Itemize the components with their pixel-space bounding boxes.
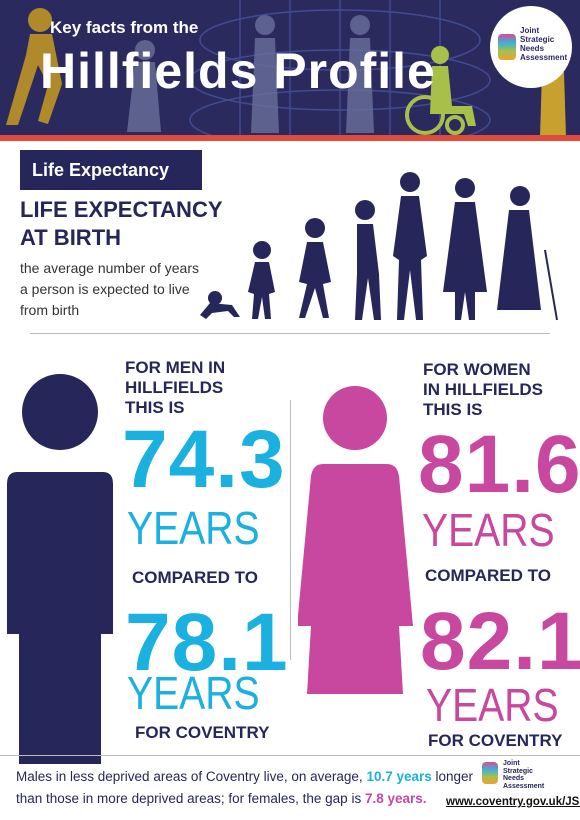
footer-logo: Joint Strategic Needs Assessment <box>503 760 544 790</box>
intro-line: THIS IS <box>423 400 483 419</box>
logo-line: Assessment <box>503 782 545 790</box>
women-value: 81.6 <box>418 419 580 510</box>
logo-icon <box>498 34 516 60</box>
description-line: from birth <box>20 302 80 318</box>
footer-url[interactable]: www.coventry.gov.uk/JSNA <box>446 796 580 808</box>
section-description: the average number of years a person is e… <box>20 258 199 321</box>
description-line: the average number of years <box>20 260 199 276</box>
intro-line: IN HILLFIELDS <box>423 380 543 399</box>
logo-line: Strategic <box>520 35 555 44</box>
header-logo: Joint Strategic Needs Assessment <box>490 6 572 88</box>
woman-icon <box>298 386 413 694</box>
women-coventry-unit: YEARS <box>426 679 559 731</box>
men-coventry-value: 78.1 <box>125 597 289 688</box>
women-compared: COMPARED TO <box>425 566 551 585</box>
heading-line: LIFE EXPECTANCY <box>20 197 223 222</box>
intro-line: THIS IS <box>125 398 185 417</box>
logo-line: Needs <box>520 44 545 53</box>
footer-logo-icon <box>482 762 498 784</box>
logo-line: Strategic <box>503 767 533 775</box>
man-icon <box>7 374 113 764</box>
header-title: Hillfields Profile <box>40 43 436 99</box>
life-stage-silhouettes <box>200 172 558 321</box>
men-coventry-unit: YEARS <box>127 667 260 719</box>
note-line: than those in more deprived areas; for f… <box>16 788 473 810</box>
note-line: Males in less deprived areas of Coventry… <box>16 766 473 788</box>
logo-line: Assessment <box>520 53 568 62</box>
note-text: Males in less deprived areas of Coventry… <box>16 769 367 784</box>
note-text: longer <box>431 769 474 784</box>
logo-line: Joint <box>503 760 520 767</box>
men-coventry-label: FOR COVENTRY <box>135 723 270 742</box>
note-highlight: 7.8 years <box>364 791 423 806</box>
header-band <box>0 0 580 137</box>
men-compared: COMPARED TO <box>132 568 258 587</box>
men-unit: YEARS <box>127 502 260 554</box>
header-kicker: Key facts from the <box>50 18 199 37</box>
heading-line: AT BIRTH <box>20 225 122 250</box>
logo-text: Joint Strategic Needs Assessment <box>520 26 567 62</box>
footer-note: Males in less deprived areas of Coventry… <box>16 766 473 810</box>
note-text: than those in more deprived areas; for f… <box>16 791 365 806</box>
header-decoration <box>6 0 566 137</box>
intro-line: HILLFIELDS <box>125 378 224 397</box>
section-divider <box>30 333 550 334</box>
column-divider <box>290 400 291 660</box>
women-coventry-value: 82.1 <box>420 596 580 687</box>
intro-line: FOR WOMEN <box>423 360 531 379</box>
women-intro: FOR WOMEN IN HILLFIELDS THIS IS <box>423 360 543 420</box>
section-heading: LIFE EXPECTANCY AT BIRTH <box>20 196 223 252</box>
men-intro: FOR MEN IN HILLFIELDS THIS IS <box>125 358 225 418</box>
section-tab: Life Expectancy <box>20 150 202 190</box>
footer-divider <box>0 755 580 756</box>
note-highlight: 10.7 years <box>366 769 432 784</box>
description-line: a person is expected to live <box>20 281 190 297</box>
logo-line: Joint <box>520 26 540 35</box>
logo-line: Needs <box>503 775 525 782</box>
women-unit: YEARS <box>422 504 555 556</box>
header-stripe <box>0 135 580 141</box>
men-value: 74.3 <box>122 414 286 505</box>
intro-line: FOR MEN IN <box>125 358 226 377</box>
women-coventry-label: FOR COVENTRY <box>428 731 563 750</box>
note-text: . <box>422 791 427 806</box>
